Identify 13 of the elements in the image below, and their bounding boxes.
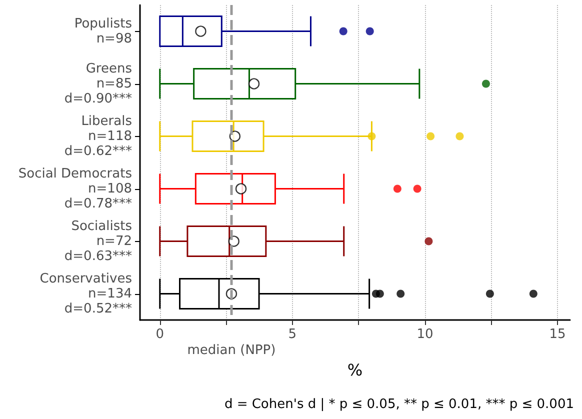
x-tick-label: 5 bbox=[288, 327, 297, 342]
y-tick-label: Conservatives n=134 d=0.52*** bbox=[40, 271, 132, 316]
y-tick-label: Socialists n=72 d=0.63*** bbox=[64, 218, 132, 264]
ref-line-label: median (NPP) bbox=[187, 343, 276, 358]
x-tick-label: 0 bbox=[156, 327, 164, 342]
y-tick-label: Social Democrats n=108 d=0.78*** bbox=[18, 166, 132, 212]
y-tick-label: Greens n=85 d=0.90*** bbox=[64, 61, 132, 106]
y-tick-label: Liberals n=118 d=0.62*** bbox=[64, 114, 132, 159]
x-axis-title: % bbox=[347, 360, 363, 380]
y-tick-label: Populists n=98 bbox=[74, 16, 132, 46]
text: d = Cohen's d | * p ≤ 0.05, ** p ≤ 0.01, *** p ≤ 0.001 bbox=[224, 397, 574, 412]
x-tick-label: 15 bbox=[549, 327, 566, 342]
x-tick-label: 10 bbox=[416, 327, 434, 342]
